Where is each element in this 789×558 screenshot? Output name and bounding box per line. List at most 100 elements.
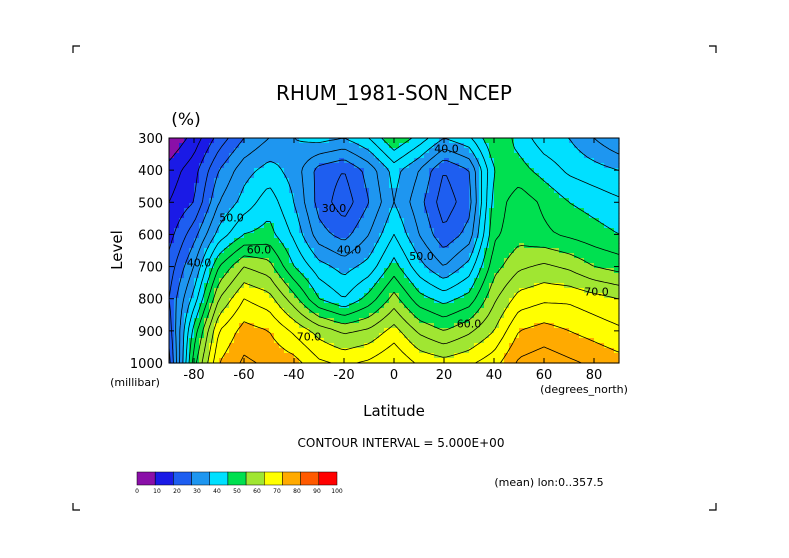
heatmap-cell	[419, 183, 425, 189]
heatmap-cell	[244, 328, 250, 334]
heatmap-cell	[329, 228, 335, 234]
heatmap-cell	[554, 158, 560, 164]
heatmap-cell	[329, 183, 335, 189]
heatmap-cell	[274, 143, 280, 149]
heatmap-cell	[584, 158, 590, 164]
heatmap-cell	[409, 343, 415, 349]
heatmap-cell	[409, 333, 415, 339]
heatmap-cell	[284, 188, 290, 194]
heatmap-cell	[244, 343, 250, 349]
heatmap-cell	[444, 198, 450, 204]
heatmap-cell	[304, 228, 310, 234]
heatmap-cell	[549, 303, 555, 309]
heatmap-cell	[254, 333, 260, 339]
heatmap-cell	[259, 313, 265, 319]
heatmap-cell	[519, 253, 525, 259]
heatmap-cell	[364, 228, 370, 234]
heatmap-cell	[174, 243, 180, 249]
heatmap-cell	[609, 298, 615, 304]
heatmap-cell	[299, 308, 305, 314]
colorbar-label: 20	[173, 488, 181, 495]
heatmap-cell	[289, 298, 295, 304]
heatmap-cell	[429, 248, 435, 254]
heatmap-cell	[554, 313, 560, 319]
heatmap-cell	[209, 348, 215, 354]
heatmap-cell	[174, 143, 180, 149]
heatmap-cell	[424, 288, 430, 294]
heatmap-cell	[259, 298, 265, 304]
heatmap-cell	[334, 208, 340, 214]
heatmap-cell	[244, 323, 250, 329]
heatmap-cell	[304, 203, 310, 209]
heatmap-cell	[289, 308, 295, 314]
heatmap-cell	[244, 228, 250, 234]
heatmap-cell	[354, 358, 360, 364]
heatmap-cell	[514, 303, 520, 309]
heatmap-cell	[334, 283, 340, 289]
heatmap-cell	[364, 333, 370, 339]
heatmap-cell	[549, 208, 555, 214]
heatmap-cell	[589, 178, 595, 184]
heatmap-cell	[349, 148, 355, 154]
heatmap-cell	[604, 143, 610, 149]
heatmap-cell	[424, 318, 430, 324]
heatmap-cell	[579, 213, 585, 219]
heatmap-cell	[459, 303, 465, 309]
heatmap-cell	[314, 173, 320, 179]
heatmap-cell	[389, 318, 395, 324]
heatmap-cell	[344, 358, 350, 364]
heatmap-cell	[444, 313, 450, 319]
heatmap-cell	[189, 143, 195, 149]
heatmap-cell	[364, 198, 370, 204]
heatmap-cell	[494, 273, 500, 279]
heatmap-cell	[569, 163, 575, 169]
heatmap-cell	[269, 343, 275, 349]
heatmap-cell	[244, 138, 250, 144]
heatmap-cell	[224, 253, 230, 259]
heatmap-cell	[439, 223, 445, 229]
heatmap-cell	[604, 218, 610, 224]
heatmap-cell	[289, 138, 295, 144]
heatmap-cell	[249, 178, 255, 184]
heatmap-cell	[519, 173, 525, 179]
heatmap-cell	[524, 313, 530, 319]
heatmap-cell	[349, 218, 355, 224]
heatmap-cell	[189, 328, 195, 334]
heatmap-cell	[554, 153, 560, 159]
heatmap-cell	[554, 358, 560, 364]
heatmap-cell	[234, 338, 240, 344]
heatmap-cell	[614, 318, 620, 324]
heatmap-cell	[494, 353, 500, 359]
heatmap-cell	[349, 208, 355, 214]
heatmap-cell	[589, 278, 595, 284]
heatmap-cell	[289, 143, 295, 149]
heatmap-cell	[604, 298, 610, 304]
heatmap-cell	[489, 348, 495, 354]
heatmap-cell	[429, 198, 435, 204]
heatmap-cell	[574, 328, 580, 334]
heatmap-cell	[599, 298, 605, 304]
heatmap-cell	[389, 348, 395, 354]
heatmap-cell	[474, 283, 480, 289]
heatmap-cell	[599, 268, 605, 274]
heatmap-cell	[249, 228, 255, 234]
heatmap-cell	[539, 153, 545, 159]
heatmap-cell	[539, 273, 545, 279]
heatmap-cell	[604, 283, 610, 289]
heatmap-cell	[204, 153, 210, 159]
heatmap-cell	[254, 148, 260, 154]
colorbar-swatch	[282, 471, 301, 486]
heatmap-cell	[324, 313, 330, 319]
heatmap-cell	[489, 358, 495, 364]
heatmap-cell	[474, 183, 480, 189]
heatmap-cell	[239, 353, 245, 359]
heatmap-cell	[514, 148, 520, 154]
heatmap-cell	[614, 268, 620, 274]
heatmap-cell	[254, 348, 260, 354]
heatmap-cell	[524, 288, 530, 294]
heatmap-cell	[194, 183, 200, 189]
heatmap-cell	[399, 273, 405, 279]
heatmap-cell	[539, 328, 545, 334]
heatmap-cell	[584, 293, 590, 299]
heatmap-cell	[174, 183, 180, 189]
